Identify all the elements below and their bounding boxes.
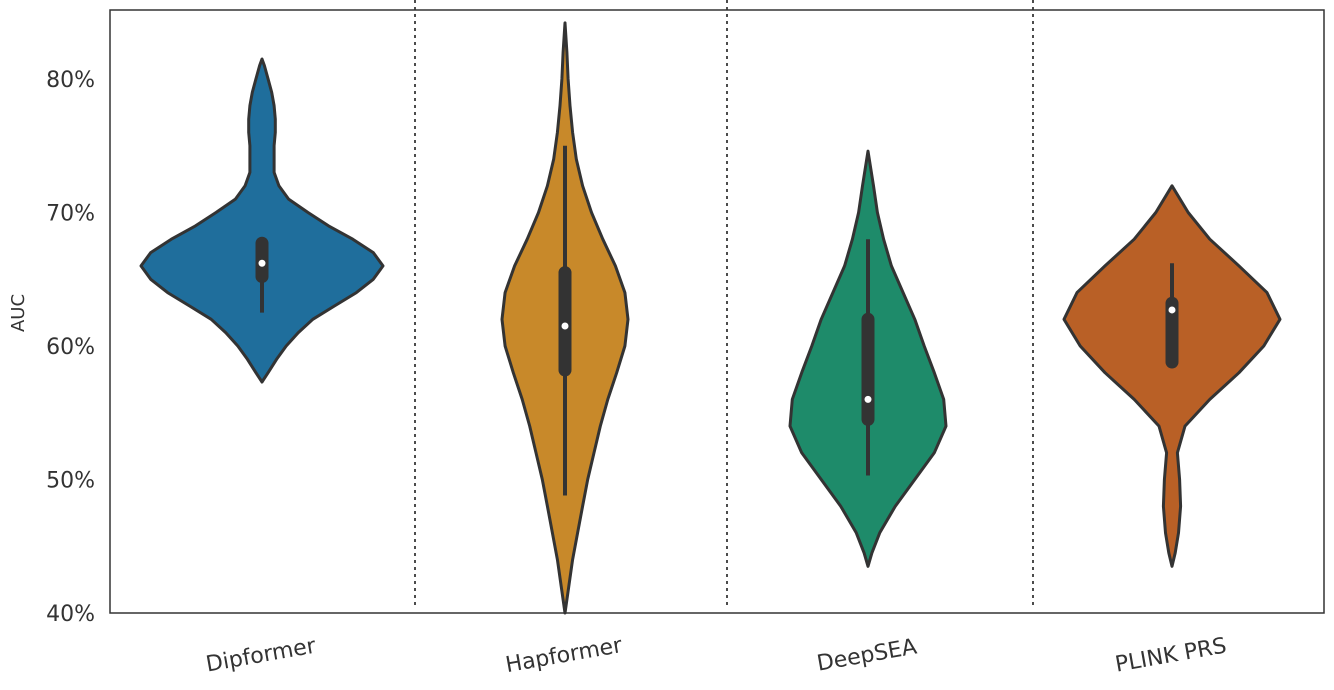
x-category-label: DeepSEA [815,635,919,677]
y-axis-label: AUC [8,294,29,332]
violin-median-dot [864,395,872,403]
x-category-label: PLINK PRS [1113,634,1228,678]
y-tick-label: 70% [46,202,95,227]
violin-body [1062,184,1282,568]
violin-plink-prs [1062,184,1282,568]
y-tick-label: 60% [46,335,95,360]
plot-frame [109,9,1325,614]
violin-deepsea [788,149,948,568]
y-tick-label: 50% [46,469,95,494]
violin-hapformer [500,21,630,615]
violin-median-dot [561,322,569,330]
y-ticks: 40% 50% 60% 70% 80% [46,68,95,627]
violin-median-dot [1168,306,1176,314]
x-category-labels: Dipformer Hapformer DeepSEA PLINK PRS [204,633,1228,678]
x-category-label: Hapformer [504,633,625,678]
group-separators [414,0,1034,605]
x-category-label: Dipformer [204,633,318,677]
violins [139,21,1282,615]
y-tick-label: 40% [46,602,95,627]
violin-median-dot [258,259,266,267]
violin-dipformer [139,57,385,384]
y-tick-label: 80% [46,68,95,93]
violin-body [139,57,385,384]
